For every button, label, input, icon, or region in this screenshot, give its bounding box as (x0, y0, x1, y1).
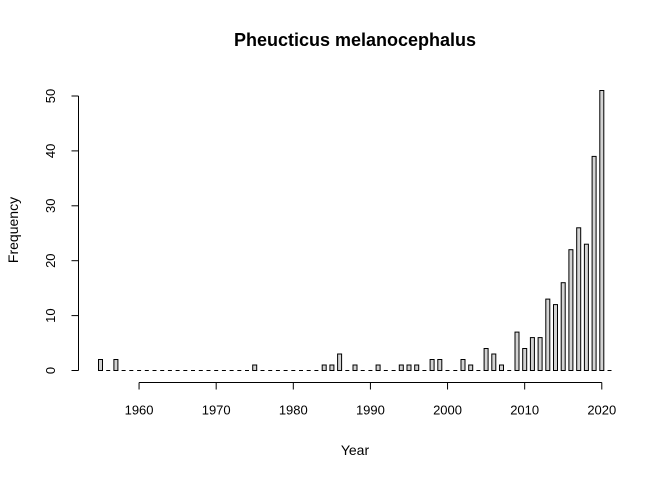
bar-2013 (545, 298, 551, 372)
x-tick-label-2000: 2000 (433, 403, 462, 418)
bar-1988 (352, 364, 358, 371)
bar-2015 (560, 282, 566, 372)
y-tick-label-20: 20 (43, 253, 58, 267)
bar-2005 (483, 348, 489, 371)
y-tick-label-10: 10 (43, 308, 58, 322)
x-tick-label-1990: 1990 (356, 403, 385, 418)
bar-1995 (406, 364, 412, 371)
y-tick-label-30: 30 (43, 199, 58, 213)
bar-2016 (568, 249, 574, 371)
x-tick-label-1980: 1980 (279, 403, 308, 418)
x-tick-label-1960: 1960 (125, 403, 154, 418)
bar-1991 (375, 364, 381, 371)
bar-2018 (583, 243, 589, 371)
x-axis: 1960 1970 1980 1990 2000 2010 2020 (125, 382, 616, 418)
bar-1984 (321, 364, 327, 371)
bar-1955 (98, 359, 103, 371)
bar-1994 (398, 364, 404, 371)
x-tick-label-2020: 2020 (587, 403, 616, 418)
bar-1999 (437, 359, 443, 371)
bar-2019 (591, 155, 597, 371)
bars-group (98, 90, 612, 372)
bar-2017 (576, 227, 582, 371)
bar-2020 (599, 90, 605, 371)
bar-2003 (468, 364, 474, 371)
y-axis-label: Frequency (5, 197, 21, 263)
bar-2012 (537, 337, 543, 372)
bar-2007 (499, 364, 504, 371)
y-tick-label-0: 0 (43, 367, 58, 374)
bar-2009 (514, 331, 520, 372)
chart-title: Pheucticus melanocephalus (234, 30, 476, 50)
bar-2010 (522, 348, 528, 371)
x-axis-label: Year (341, 442, 370, 458)
bar-2011 (529, 337, 535, 372)
bar-2014 (553, 304, 558, 372)
bar-2006 (491, 353, 497, 371)
bar-1975 (252, 364, 258, 371)
bar-1996 (414, 364, 420, 371)
bar-1986 (337, 353, 343, 371)
x-tick-label-2010: 2010 (510, 403, 539, 418)
bar-1998 (429, 359, 435, 371)
y-tick-label-50: 50 (43, 89, 58, 103)
bar-1985 (329, 364, 335, 371)
x-tick-label-1970: 1970 (202, 403, 231, 418)
bar-2002 (460, 359, 466, 371)
y-tick-label-40: 40 (43, 144, 58, 158)
y-axis: 0 10 20 30 40 50 (43, 89, 79, 374)
bar-1957 (113, 359, 119, 371)
